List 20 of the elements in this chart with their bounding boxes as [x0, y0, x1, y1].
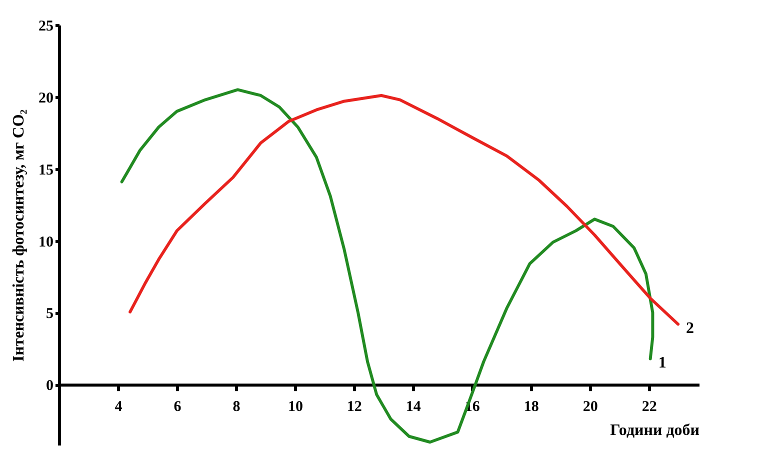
y-tick-label: 20 [38, 90, 54, 106]
x-tick-label: 22 [642, 399, 657, 416]
x-tick-label: 14 [406, 399, 422, 416]
line-series [128, 94, 680, 326]
y-axis-title: Інтенсивність фотосинтезу, мг CO₂ [10, 109, 28, 362]
x-tick-label: 18 [524, 399, 539, 416]
x-axis-title: Години доби [610, 422, 700, 440]
series-label: 1 [658, 354, 666, 372]
y-tick-label: 25 [38, 18, 54, 34]
x-tick-label: 8 [232, 399, 240, 416]
y-tick-label: 5 [46, 306, 54, 322]
y-tick-label: 15 [38, 162, 54, 178]
x-tick-label: 12 [346, 399, 362, 416]
x-tick-label: 4 [114, 399, 123, 416]
x-tick-label: 10 [288, 399, 303, 416]
series-label: 2 [686, 320, 694, 338]
x-tick-label: 20 [582, 399, 598, 416]
x-tick-label: 6 [174, 399, 182, 416]
y-tick-label: 10 [38, 234, 54, 250]
y-tick-label: 0 [46, 378, 54, 394]
